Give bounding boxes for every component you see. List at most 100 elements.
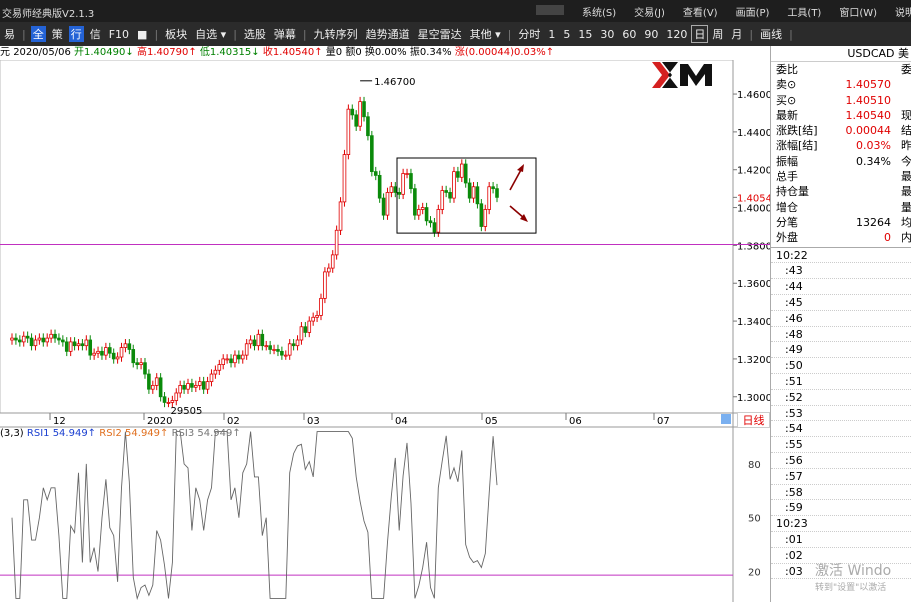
toolbar-item-25[interactable]: 60	[622, 27, 637, 41]
menu-window[interactable]: 窗口(W)	[839, 8, 878, 19]
toolbar-item-15[interactable]: 九转序列	[313, 28, 358, 41]
candle-body	[291, 343, 296, 347]
candle-body	[323, 271, 327, 299]
price-panel-frame	[0, 60, 734, 414]
toolbar-item-18[interactable]: 其他 ▾	[469, 28, 501, 41]
quote-row-extra: 昨	[901, 139, 911, 153]
rsi2-label: RSI2 54.949↑	[99, 428, 169, 439]
candle-body	[467, 182, 472, 199]
tick-row: :53	[771, 406, 911, 422]
scroll-handle	[721, 414, 731, 424]
rsi1-label: RSI1 54.949↑	[26, 428, 97, 439]
toolbar-item-32[interactable]: 画线	[760, 28, 783, 41]
candle-body	[107, 347, 112, 354]
quote-row-extra: 内	[901, 231, 911, 245]
tick-row: 10:23	[771, 516, 911, 532]
quote-row: 委比 委	[771, 62, 911, 77]
title-bar: 交易师经典版V2.1.3 系统(S) 交易(J) 查看(V) 画面(P) 工具(…	[0, 0, 911, 22]
period-tab-daily[interactable]: 日线	[737, 412, 770, 428]
menu-system[interactable]: 系统(S)	[582, 8, 617, 19]
high-value: 1.40790	[146, 47, 189, 58]
candle-body	[475, 186, 480, 205]
candle-body	[115, 356, 120, 360]
quote-row-label: 分笔	[776, 215, 798, 229]
chart-area[interactable]: 1.46000 1.44000 1.42000 1.405401.40000 1.380…	[0, 60, 770, 602]
toolbar-item-17[interactable]: 星空雷达	[417, 28, 462, 41]
rsi3-label: RSI3 54.949↑	[171, 428, 241, 439]
candle-body	[256, 333, 261, 347]
quote-row-label: 总手	[776, 170, 798, 184]
toolbar-item-22[interactable]: 5	[563, 27, 571, 41]
menu-screen[interactable]: 画面(P)	[735, 8, 770, 19]
candle-body	[92, 352, 96, 356]
toolbar-item-26[interactable]: 90	[644, 27, 659, 41]
toolbar-item-9[interactable]: 板块	[165, 28, 188, 41]
toolbar-item-2[interactable]: 全	[30, 26, 46, 42]
quote-row-label: 最新	[776, 108, 798, 122]
candle-body	[127, 343, 132, 350]
candle-body	[252, 339, 257, 347]
quote-row-value: 0.00044	[845, 124, 892, 138]
toolbar-item-6[interactable]: F10	[108, 27, 130, 41]
toolbar-item-4[interactable]: 行	[68, 26, 84, 42]
quote-row: 涨幅[结] 0.03% 昨	[771, 138, 911, 153]
toolbar-item-27[interactable]: 120	[666, 27, 688, 41]
quote-row-extra: 最	[901, 170, 911, 184]
quote-row: 涨跌[结] 0.00044 结	[771, 123, 911, 138]
quote-row: 持仓量 最	[771, 184, 911, 199]
toolbar-item-30[interactable]: 月	[731, 28, 743, 41]
candle-body	[248, 339, 253, 345]
tick-row: :59	[771, 500, 911, 517]
toolbar-item-16[interactable]: 趋势通道	[365, 28, 410, 41]
candle-body	[240, 354, 245, 360]
toolbar-item-5[interactable]: 信	[89, 28, 101, 41]
candle-body	[244, 343, 249, 356]
toolbar-item-13[interactable]: 弹幕	[273, 28, 296, 41]
date-axis-label: 02	[227, 416, 240, 427]
candle-body	[217, 364, 222, 371]
candle-body	[491, 186, 495, 190]
quote-row-extra: 现	[901, 108, 911, 122]
toolbar-item-3[interactable]: 策	[51, 28, 63, 41]
toolbar-separator: |	[302, 27, 307, 41]
tick-list[interactable]: 10:22:43:44:45:46:48:49:50:51:52:53:54:5…	[771, 248, 911, 580]
quote-row-value: 0	[884, 231, 891, 245]
menu-bar: 系统(S) 交易(J) 查看(V) 画面(P) 工具(T) 窗口(W) 说明书(…	[536, 4, 911, 19]
candle-body	[10, 337, 14, 341]
menu-help[interactable]: 说明书(H)	[895, 8, 911, 19]
menu-tools[interactable]: 工具(T)	[787, 8, 822, 19]
candle-body	[342, 154, 347, 203]
quote-row: 买⊙ 1.40510	[771, 93, 911, 108]
candle-body	[41, 337, 46, 343]
toolbar-item-0[interactable]: 易	[4, 28, 15, 41]
candle-body	[385, 192, 390, 216]
menu-view[interactable]: 查看(V)	[682, 8, 718, 19]
candle-body	[194, 385, 198, 388]
quote-row-label: 涨幅[结]	[776, 139, 818, 153]
candle-body	[432, 222, 437, 233]
menu-trade[interactable]: 交易(J)	[634, 8, 665, 19]
candle-body	[45, 337, 50, 343]
candle-body	[111, 352, 116, 360]
quote-row-extra: 最	[901, 185, 911, 199]
candle-body	[377, 175, 382, 199]
toolbar-item-24[interactable]: 30	[600, 27, 615, 41]
toolbar-item-29[interactable]: 周	[712, 28, 724, 41]
toolbar-item-20[interactable]: 分时	[518, 28, 541, 41]
quote-row-extra: 委	[901, 63, 911, 76]
toolbar-item-10[interactable]: 自选 ▾	[195, 28, 227, 41]
toolbar-item-23[interactable]: 15	[578, 27, 593, 41]
open-label: 开	[74, 47, 85, 58]
candle-body	[131, 349, 136, 364]
low-marker-label: 29505	[171, 406, 203, 417]
toolbar-item-28[interactable]: 日	[691, 25, 709, 43]
candle-body	[72, 341, 77, 347]
candle-body	[338, 201, 343, 231]
window-title: 交易师经典版V2.1.3	[2, 9, 95, 20]
candle-body	[268, 345, 272, 350]
toolbar-item-7[interactable]: ■	[137, 27, 148, 41]
toolbar-item-21[interactable]: 1	[548, 27, 556, 41]
candle-body	[303, 326, 308, 333]
candle-body	[80, 343, 85, 347]
toolbar-item-12[interactable]: 选股	[243, 28, 266, 41]
